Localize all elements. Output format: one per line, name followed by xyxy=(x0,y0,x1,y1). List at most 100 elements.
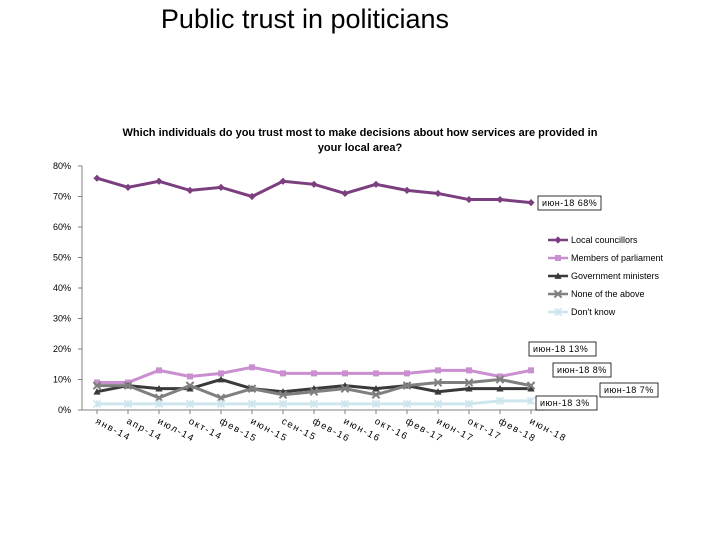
data-point xyxy=(434,189,442,198)
legend-item: None of the above xyxy=(548,289,645,299)
callout-label: июн-18 68% xyxy=(542,198,597,208)
y-tick-label: 50% xyxy=(53,253,71,263)
data-point xyxy=(340,399,350,409)
callout-label: июн-18 13% xyxy=(533,344,588,354)
data-point xyxy=(186,186,194,194)
data-point xyxy=(278,399,288,409)
data-callout: июн-18 3% xyxy=(535,395,598,411)
data-point xyxy=(218,370,224,377)
callout-label: июн-18 7% xyxy=(604,385,654,395)
legend-item: Don't know xyxy=(548,307,616,317)
y-tick-label: 30% xyxy=(53,314,71,324)
data-point xyxy=(372,385,380,392)
data-point xyxy=(464,399,474,409)
chart-title-line-2: your local area? xyxy=(318,142,403,154)
callout-label: июн-18 3% xyxy=(540,398,590,408)
data-point xyxy=(92,381,102,390)
data-callout: июн-18 68% xyxy=(537,195,602,211)
data-point xyxy=(553,289,563,299)
series-layer xyxy=(92,174,536,409)
data-point xyxy=(123,381,133,390)
data-point xyxy=(495,375,505,384)
data-point xyxy=(527,199,535,207)
data-point xyxy=(186,385,194,392)
data-point xyxy=(154,399,164,409)
data-point xyxy=(402,381,412,390)
data-point xyxy=(466,367,472,374)
callout-box xyxy=(552,362,612,378)
data-callout: июн-18 7% xyxy=(599,382,659,398)
data-point xyxy=(371,390,381,400)
legend-label: Members of parliament xyxy=(571,253,664,263)
data-point xyxy=(496,385,504,392)
data-point xyxy=(554,272,562,279)
series-4 xyxy=(92,396,536,409)
callout-box xyxy=(535,395,598,411)
data-point xyxy=(249,364,255,371)
legend-label: Don't know xyxy=(571,307,616,317)
data-point xyxy=(526,381,536,390)
data-point xyxy=(309,399,319,409)
data-point xyxy=(94,379,100,386)
data-point xyxy=(495,396,505,406)
data-point xyxy=(310,180,318,188)
chart-title-line-1: Which individuals do you trust most to m… xyxy=(123,127,598,139)
data-point xyxy=(309,387,319,397)
data-point xyxy=(372,180,380,188)
y-tick-label: 80% xyxy=(53,161,71,171)
data-point xyxy=(216,399,226,409)
data-point xyxy=(373,370,379,377)
data-point xyxy=(433,399,443,409)
y-tick-label: 0% xyxy=(58,405,71,415)
y-tick-label: 70% xyxy=(53,192,71,202)
callout-box xyxy=(528,341,597,357)
data-point xyxy=(93,388,101,395)
data-point xyxy=(280,370,286,377)
data-point xyxy=(247,384,257,393)
data-point xyxy=(92,399,102,409)
legend-item: Members of parliament xyxy=(548,253,664,263)
data-point xyxy=(311,370,317,377)
legend-label: None of the above xyxy=(571,289,645,299)
data-point xyxy=(404,370,410,377)
y-tick-label: 10% xyxy=(53,375,71,385)
y-tick-label: 20% xyxy=(53,344,71,354)
data-point xyxy=(527,385,535,392)
y-tick-label: 60% xyxy=(53,222,71,232)
data-point xyxy=(496,195,504,204)
data-point xyxy=(371,399,381,409)
legend-item: Local councillors xyxy=(548,235,638,245)
page-title: Public trust in politicians xyxy=(160,4,450,34)
data-point xyxy=(216,393,226,403)
callout-box xyxy=(537,195,602,211)
data-point xyxy=(340,384,350,393)
series-3 xyxy=(92,375,536,403)
chart-legend: Local councillors Members of parliament Go… xyxy=(548,235,664,317)
data-callout: июн-18 8% xyxy=(552,362,612,378)
legend-item: Government ministers xyxy=(548,271,660,281)
data-point xyxy=(217,183,225,191)
y-tick-label: 40% xyxy=(53,283,71,293)
legend-label: Government ministers xyxy=(571,271,660,281)
data-point xyxy=(526,396,536,406)
data-point xyxy=(155,177,163,185)
data-point xyxy=(124,183,132,191)
data-point xyxy=(279,177,287,185)
data-point xyxy=(465,385,473,392)
data-point xyxy=(528,367,534,374)
callout-box xyxy=(599,382,659,398)
data-point xyxy=(553,307,563,317)
data-point xyxy=(464,378,474,387)
data-point xyxy=(434,388,442,395)
data-point xyxy=(185,381,195,390)
data-point xyxy=(497,373,503,380)
legend-label: Local councillors xyxy=(571,235,638,245)
data-point xyxy=(187,373,193,380)
data-point xyxy=(155,385,163,392)
data-point xyxy=(342,370,348,377)
data-point xyxy=(93,174,101,182)
data-point xyxy=(123,399,133,409)
data-callout: июн-18 13% xyxy=(528,341,597,357)
series-0 xyxy=(93,174,535,207)
